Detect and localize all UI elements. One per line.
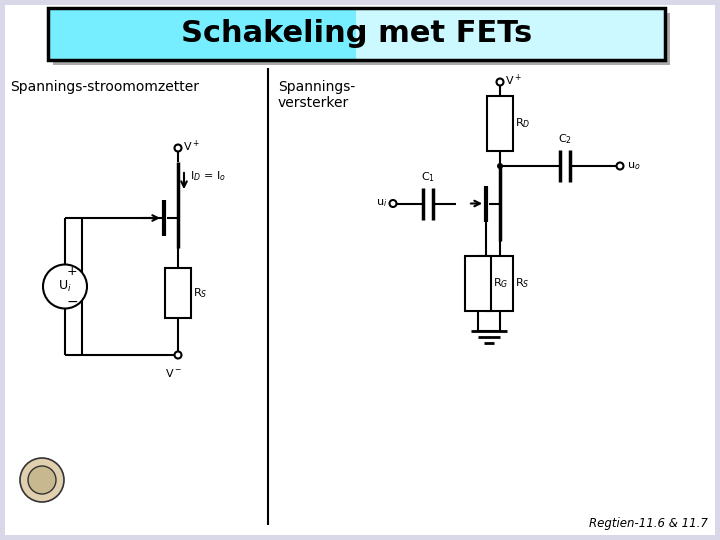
Text: −: − — [66, 294, 78, 308]
Text: R$_S$: R$_S$ — [515, 276, 529, 291]
Circle shape — [390, 200, 397, 207]
Text: C$_1$: C$_1$ — [421, 170, 435, 184]
Bar — [53, 13, 670, 65]
Circle shape — [616, 163, 624, 170]
Bar — [465, 256, 491, 311]
Bar — [48, 8, 356, 60]
Bar — [487, 96, 513, 151]
Text: I$_D$ = I$_o$: I$_D$ = I$_o$ — [190, 169, 226, 183]
Text: Regtien-11.6 & 11.7: Regtien-11.6 & 11.7 — [589, 517, 708, 530]
Circle shape — [497, 163, 503, 169]
Text: R$_G$: R$_G$ — [493, 276, 508, 291]
Text: u$_o$: u$_o$ — [627, 160, 641, 172]
Circle shape — [174, 352, 181, 359]
Text: C$_2$: C$_2$ — [558, 132, 572, 146]
Circle shape — [174, 145, 181, 152]
Text: V$^-$: V$^-$ — [165, 367, 181, 379]
Text: Spannings-stroomomzetter: Spannings-stroomomzetter — [10, 80, 199, 94]
Circle shape — [497, 78, 503, 85]
Text: R$_D$: R$_D$ — [515, 117, 531, 130]
Text: V$^+$: V$^+$ — [505, 72, 522, 87]
Text: Schakeling met FETs: Schakeling met FETs — [181, 19, 532, 49]
Bar — [356, 8, 665, 60]
Bar — [48, 8, 665, 60]
Text: V$^+$: V$^+$ — [183, 138, 200, 154]
Circle shape — [43, 265, 87, 308]
Text: versterker: versterker — [278, 96, 349, 110]
Bar — [487, 256, 513, 311]
Text: U$_i$: U$_i$ — [58, 279, 72, 294]
Circle shape — [28, 466, 56, 494]
Text: +: + — [67, 265, 77, 278]
Text: Spannings-: Spannings- — [278, 80, 355, 94]
Text: u$_i$: u$_i$ — [376, 198, 387, 210]
Text: R$_S$: R$_S$ — [193, 286, 207, 300]
Bar — [165, 268, 191, 318]
Circle shape — [20, 458, 64, 502]
